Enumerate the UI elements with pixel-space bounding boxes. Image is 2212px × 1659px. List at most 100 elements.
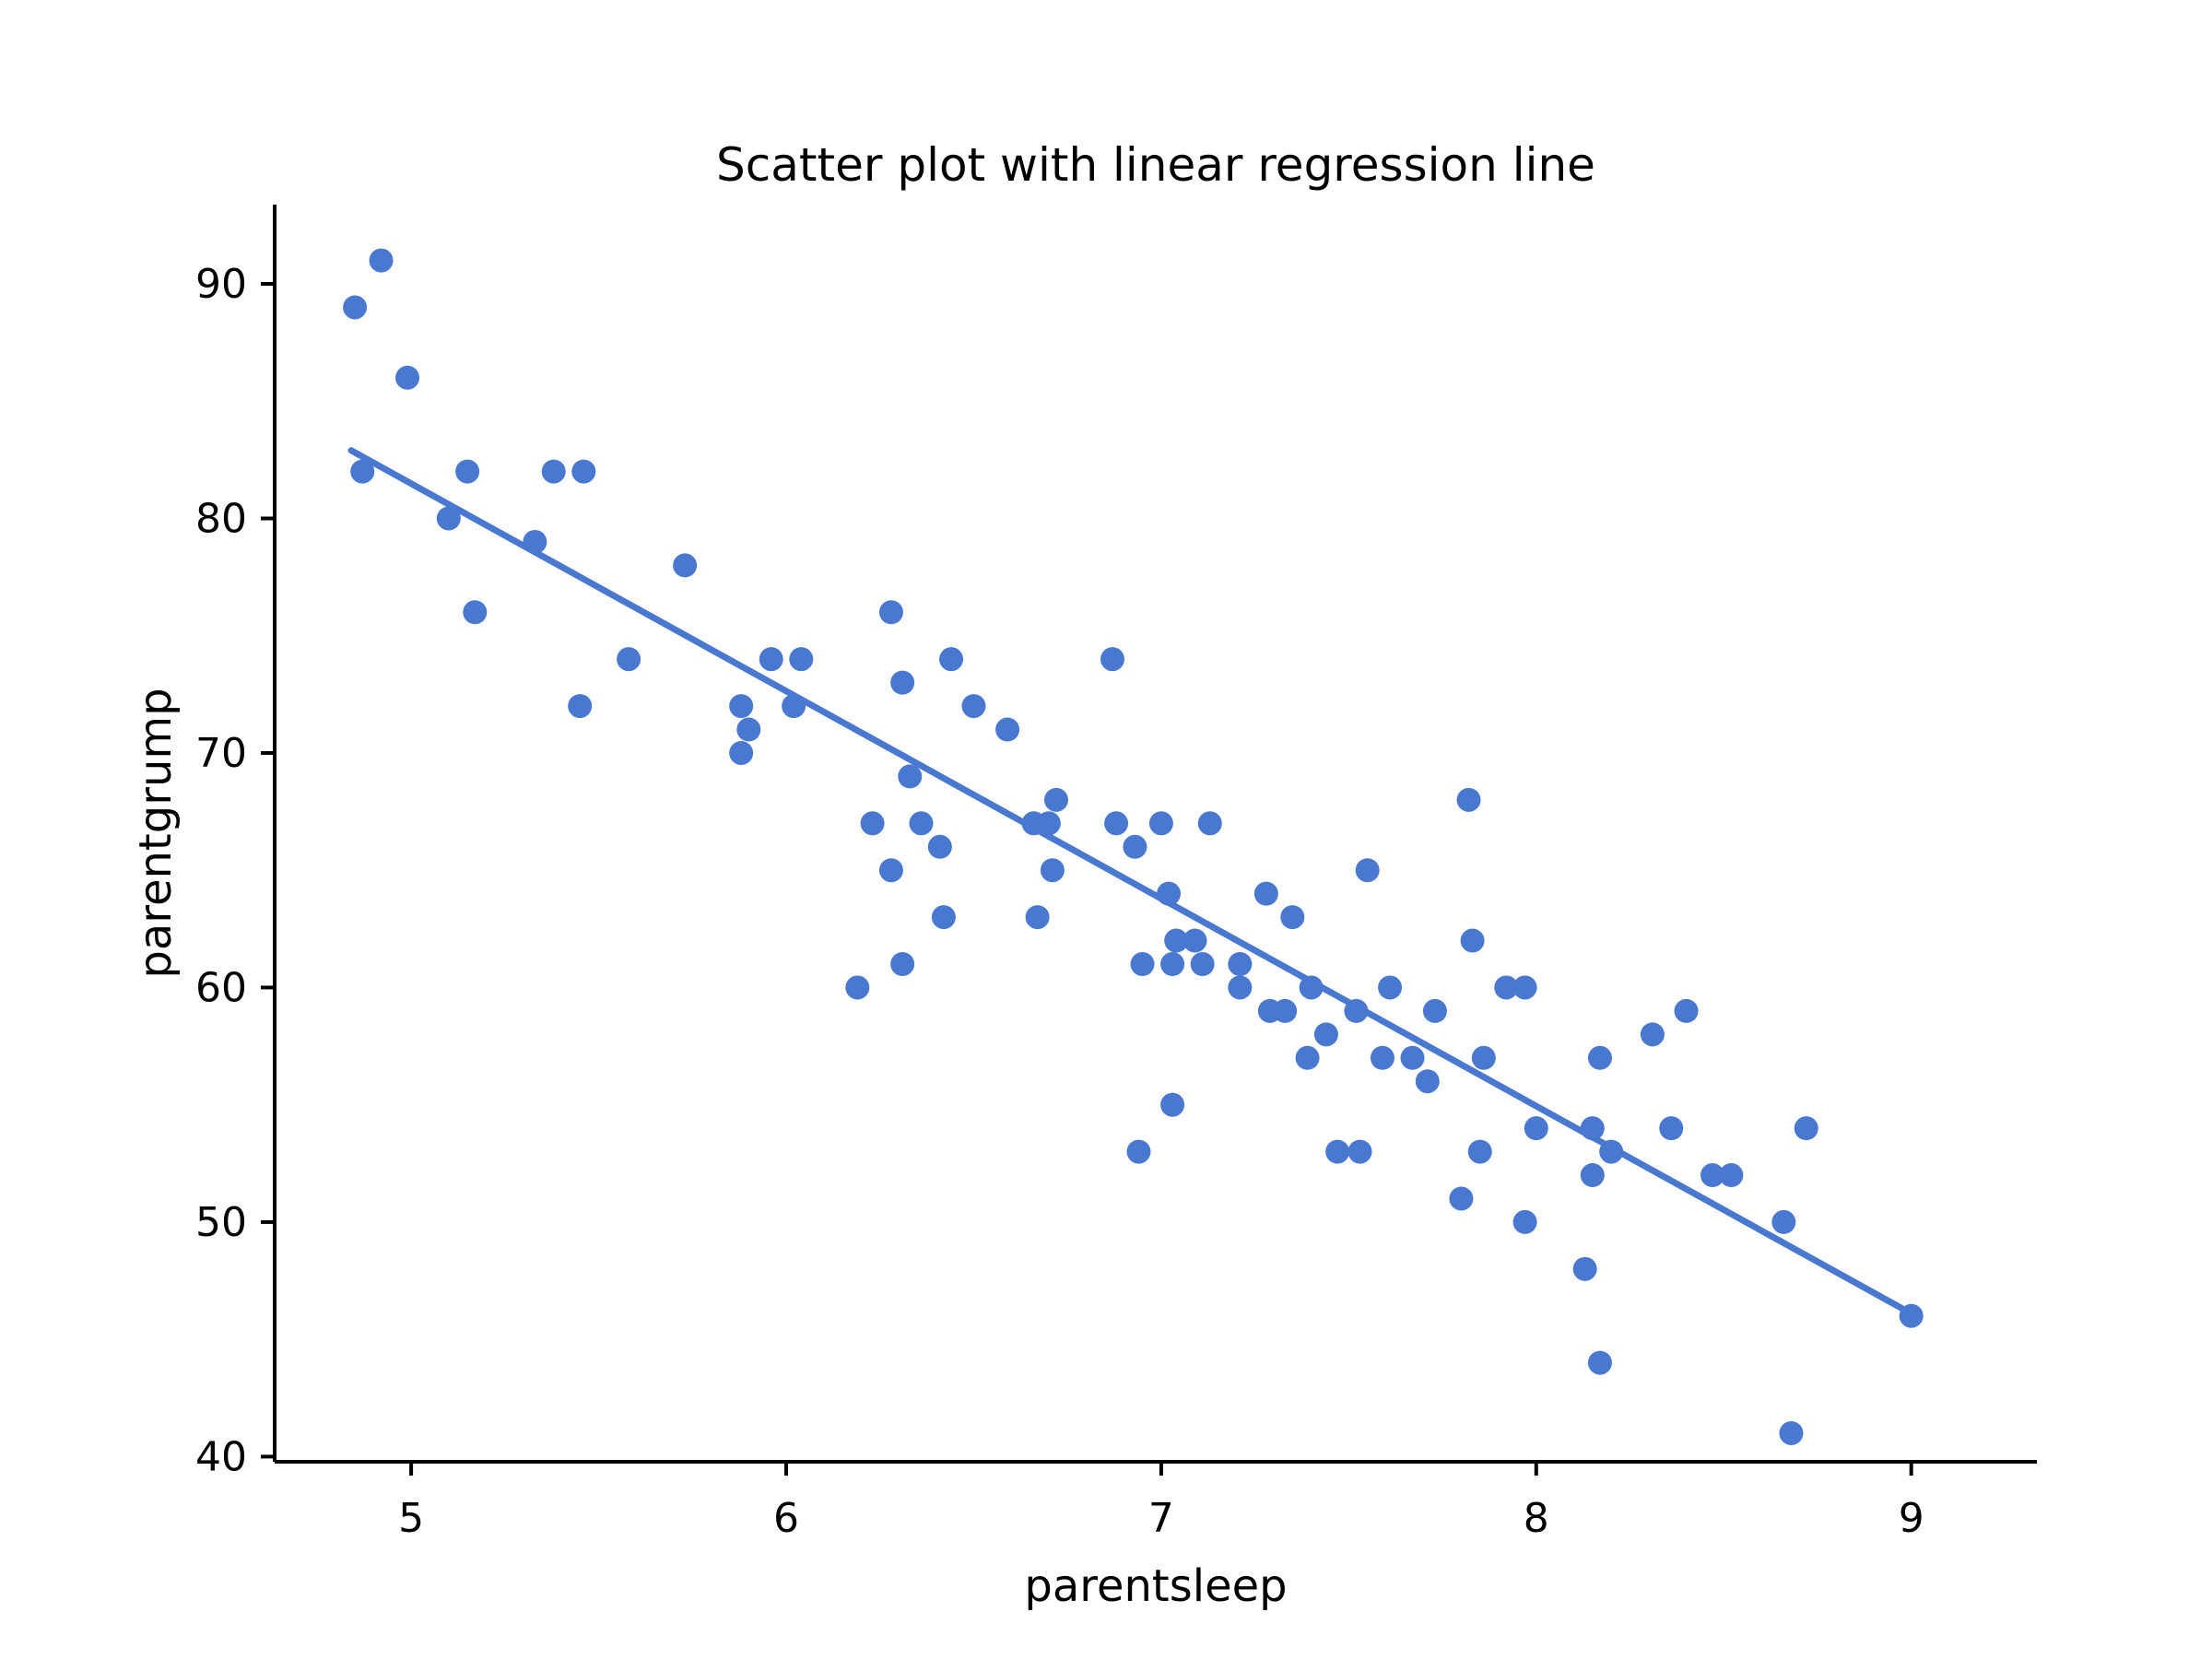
regression-line bbox=[347, 447, 1915, 1317]
data-point bbox=[395, 365, 420, 390]
x-tick-label: 8 bbox=[1524, 1495, 1549, 1542]
x-tick-label: 5 bbox=[398, 1495, 424, 1542]
data-point bbox=[1794, 1116, 1818, 1141]
data-point bbox=[1344, 998, 1369, 1023]
data-point bbox=[1599, 1139, 1624, 1164]
data-point bbox=[878, 600, 903, 625]
data-point bbox=[571, 459, 596, 484]
x-axis-label: parentsleep bbox=[1024, 1560, 1287, 1612]
data-point bbox=[845, 975, 870, 1000]
data-point bbox=[898, 764, 923, 789]
y-tick-label: 70 bbox=[195, 730, 247, 777]
data-point bbox=[343, 295, 368, 320]
data-point bbox=[1197, 811, 1222, 836]
data-point bbox=[1295, 1045, 1320, 1070]
y-axis-label: parentgrump bbox=[130, 688, 182, 978]
data-point bbox=[1674, 998, 1699, 1023]
data-point bbox=[1572, 1256, 1597, 1281]
data-point bbox=[890, 670, 915, 695]
y-tick-label: 90 bbox=[195, 261, 247, 308]
data-point bbox=[1580, 1116, 1605, 1141]
data-point bbox=[939, 647, 964, 672]
data-point bbox=[1273, 998, 1298, 1023]
data-point bbox=[1899, 1303, 1924, 1328]
data-point bbox=[1325, 1139, 1350, 1164]
data-point bbox=[1313, 1022, 1338, 1047]
data-point bbox=[1449, 1186, 1474, 1211]
data-point bbox=[1471, 1045, 1496, 1070]
data-point bbox=[1160, 1092, 1185, 1117]
data-point bbox=[1160, 951, 1185, 976]
data-point bbox=[369, 248, 394, 273]
data-point bbox=[995, 717, 1020, 742]
data-point bbox=[1779, 1420, 1804, 1445]
data-point bbox=[1164, 928, 1189, 953]
data-point bbox=[436, 506, 461, 531]
regression-line-group bbox=[347, 447, 1915, 1317]
data-point bbox=[350, 459, 375, 484]
data-point bbox=[1719, 1163, 1744, 1188]
x-axis-ticks: 5 6 7 8 9 bbox=[398, 1462, 1924, 1542]
data-point bbox=[617, 647, 641, 672]
data-point bbox=[1456, 787, 1481, 812]
data-point bbox=[890, 951, 915, 976]
data-point bbox=[1130, 951, 1155, 976]
data-point bbox=[1700, 1163, 1725, 1188]
data-point bbox=[1580, 1163, 1605, 1188]
data-point bbox=[1494, 975, 1519, 1000]
data-point bbox=[1040, 858, 1065, 883]
data-point bbox=[1123, 834, 1147, 859]
y-tick-label: 40 bbox=[195, 1433, 247, 1480]
data-point bbox=[729, 694, 754, 719]
data-point bbox=[1036, 811, 1061, 836]
scatter-points-group bbox=[343, 248, 1924, 1445]
data-point bbox=[1190, 951, 1215, 976]
y-tick-label: 50 bbox=[195, 1199, 247, 1246]
x-tick-label: 7 bbox=[1148, 1495, 1174, 1542]
data-point bbox=[1182, 928, 1207, 953]
data-point bbox=[961, 694, 986, 719]
data-point bbox=[931, 905, 956, 930]
data-point bbox=[1228, 951, 1253, 976]
data-point bbox=[1460, 928, 1485, 953]
data-point bbox=[1148, 811, 1173, 836]
data-point bbox=[1228, 975, 1253, 1000]
data-point bbox=[455, 459, 480, 484]
data-point bbox=[1771, 1209, 1796, 1234]
data-point bbox=[1025, 905, 1050, 930]
y-axis-ticks: 40 50 60 70 80 90 bbox=[195, 261, 275, 1480]
chart-title: Scatter plot with linear regression line bbox=[716, 138, 1595, 192]
axis-spines bbox=[273, 205, 2037, 1464]
data-point bbox=[1467, 1139, 1492, 1164]
data-point bbox=[1104, 811, 1129, 836]
data-point bbox=[1512, 975, 1537, 1000]
data-point bbox=[729, 740, 754, 765]
data-point bbox=[1422, 998, 1447, 1023]
data-point bbox=[1378, 975, 1403, 1000]
data-point bbox=[1512, 1209, 1537, 1234]
data-point bbox=[1415, 1069, 1440, 1094]
data-point bbox=[759, 647, 783, 672]
data-point bbox=[782, 694, 806, 719]
data-point bbox=[1524, 1116, 1548, 1141]
data-point bbox=[1126, 1139, 1151, 1164]
data-point bbox=[909, 811, 934, 836]
data-point bbox=[1347, 1139, 1372, 1164]
data-point bbox=[860, 811, 885, 836]
x-tick-label: 6 bbox=[773, 1495, 799, 1542]
data-point bbox=[1659, 1116, 1684, 1141]
data-point bbox=[878, 858, 903, 883]
data-point bbox=[1355, 858, 1380, 883]
data-point bbox=[1587, 1045, 1612, 1070]
y-tick-label: 60 bbox=[195, 964, 247, 1011]
data-point bbox=[1280, 905, 1305, 930]
x-tick-label: 9 bbox=[1899, 1495, 1924, 1542]
data-point bbox=[1100, 647, 1125, 672]
y-tick-label: 80 bbox=[195, 495, 247, 542]
data-point bbox=[1400, 1045, 1425, 1070]
data-point bbox=[1370, 1045, 1394, 1070]
data-point bbox=[1587, 1350, 1612, 1375]
data-point bbox=[568, 694, 593, 719]
